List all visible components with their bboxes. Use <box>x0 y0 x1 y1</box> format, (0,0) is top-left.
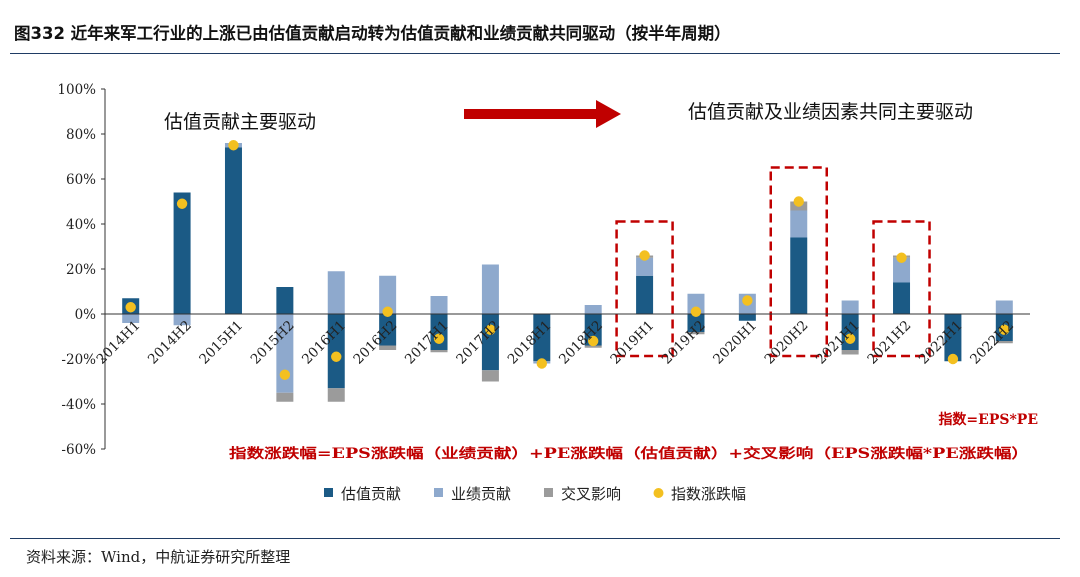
legend-swatch <box>324 488 333 497</box>
legend-swatch <box>653 488 664 498</box>
legend: 估值贡献 业绩贡献 交叉影响 指数涨跌幅 <box>324 485 746 503</box>
bar-earnings <box>379 275 397 314</box>
bar-valuation <box>687 314 705 332</box>
bar-earnings <box>430 296 448 314</box>
bar-cross <box>327 388 345 402</box>
dot-index-change <box>639 250 650 261</box>
bar-earnings <box>841 300 859 314</box>
highlight-box <box>872 220 931 358</box>
legend-label: 指数涨跌幅 <box>671 485 746 503</box>
bar-valuation <box>738 314 756 321</box>
right-arrow-icon <box>464 100 621 128</box>
y-tick-label: 20% <box>66 262 96 278</box>
bar-cross <box>276 392 294 402</box>
bar-cross <box>481 370 499 382</box>
y-tick-label: 40% <box>66 217 96 233</box>
dot-index-change <box>433 333 445 344</box>
bar-earnings <box>481 264 499 314</box>
highlight-box <box>769 166 828 358</box>
source-rule <box>10 538 1060 539</box>
legend-label: 业绩贡献 <box>451 485 511 503</box>
bar-earnings <box>790 210 808 238</box>
bar-earnings <box>327 271 345 314</box>
dot-index-change <box>844 333 856 344</box>
dot-index-change <box>536 358 548 369</box>
x-tick-label: 2019H1 <box>607 318 657 368</box>
annotation-valuation-driven: 估值贡献主要驱动 <box>164 111 316 133</box>
y-tick-label: -60% <box>61 442 96 458</box>
bar-earnings <box>893 257 911 283</box>
bar-cross <box>379 345 397 350</box>
legend-swatch <box>434 488 443 497</box>
legend-swatch <box>544 488 553 497</box>
bar-cross <box>687 332 705 335</box>
y-tick-label: -20% <box>61 352 96 368</box>
dot-index-change <box>279 369 291 380</box>
bar-earnings <box>995 300 1013 314</box>
x-tick-label: 2015H1 <box>196 318 246 368</box>
bar-valuation <box>893 282 911 314</box>
highlight-box <box>615 220 674 358</box>
figure-title: 图332 近年来军工行业的上涨已由估值贡献启动转为估值贡献和业绩贡献共同驱动（按… <box>14 24 731 43</box>
bar-valuation <box>379 314 397 346</box>
x-tick-label: 2021H2 <box>864 318 914 368</box>
bar-valuation <box>533 314 551 362</box>
bar-earnings <box>636 257 654 276</box>
dot-index-change <box>485 324 496 335</box>
bar-valuation <box>944 314 962 362</box>
bar-cross <box>584 345 602 348</box>
source-note: 资料来源：Wind，中航证券研究所整理 <box>26 548 291 566</box>
bar-valuation <box>327 314 345 389</box>
dot-index-change <box>742 295 753 306</box>
y-tick-label: 0% <box>75 307 97 323</box>
dot-index-change <box>690 306 702 317</box>
bar-valuation <box>790 237 808 314</box>
dot-index-change <box>999 324 1010 335</box>
x-tick-label: 2020H1 <box>710 318 760 368</box>
dot-index-change <box>331 351 342 362</box>
y-tick-label: 100% <box>57 82 96 98</box>
legend-label: 估值贡献 <box>341 485 401 503</box>
chart: -60% -40% -20% 0% 20% 40% 60% 80% 100% 2014H1 2014… <box>57 82 1038 503</box>
dot-index-change <box>793 196 804 207</box>
dot-index-change <box>947 353 959 365</box>
bar-valuation <box>584 314 602 346</box>
formula-long: 指数涨跌幅=EPS涨跌幅（业绩贡献）+PE涨跌幅（估值贡献）+交叉影响（EPS涨… <box>229 445 1029 462</box>
x-tick-label: 2014H1 <box>94 318 144 368</box>
dot-index-change <box>176 198 188 209</box>
bar-valuation <box>224 147 242 314</box>
bar-earnings <box>584 305 602 314</box>
annotations: 估值贡献主要驱动 估值贡献及业绩因素共同主要驱动 指数=EPS*PE 指数涨跌幅… <box>164 100 1038 462</box>
dot-index-change <box>382 306 393 317</box>
dot-index-change <box>125 302 136 313</box>
bar-cross <box>995 341 1013 344</box>
y-tick-label: 80% <box>66 127 96 143</box>
plot-area: -60% -40% -20% 0% 20% 40% 60% 80% 100% 2014H1 2014… <box>57 82 1030 458</box>
dot-index-change <box>228 140 239 151</box>
bar-earnings <box>173 314 191 326</box>
dot-index-change <box>587 335 599 347</box>
x-tick-label: 2019H2 <box>659 318 709 368</box>
bar-valuation <box>276 287 294 314</box>
bar-valuation <box>173 192 191 314</box>
y-tick-label: -40% <box>61 397 96 413</box>
bar-cross <box>430 350 448 353</box>
dot-index-change <box>896 252 907 263</box>
bar-cross <box>841 350 859 355</box>
bar-earnings <box>122 314 140 323</box>
legend-label: 交叉影响 <box>561 485 621 503</box>
title-rule <box>10 53 1060 54</box>
bar-valuation <box>636 275 654 314</box>
x-tick-label: 2020H2 <box>762 318 812 368</box>
y-tick-label: 60% <box>66 172 96 188</box>
formula-short: 指数=EPS*PE <box>938 411 1038 428</box>
annotation-joint-driven: 估值贡献及业绩因素共同主要驱动 <box>688 101 973 123</box>
x-tick-label: 2014H2 <box>145 318 195 368</box>
